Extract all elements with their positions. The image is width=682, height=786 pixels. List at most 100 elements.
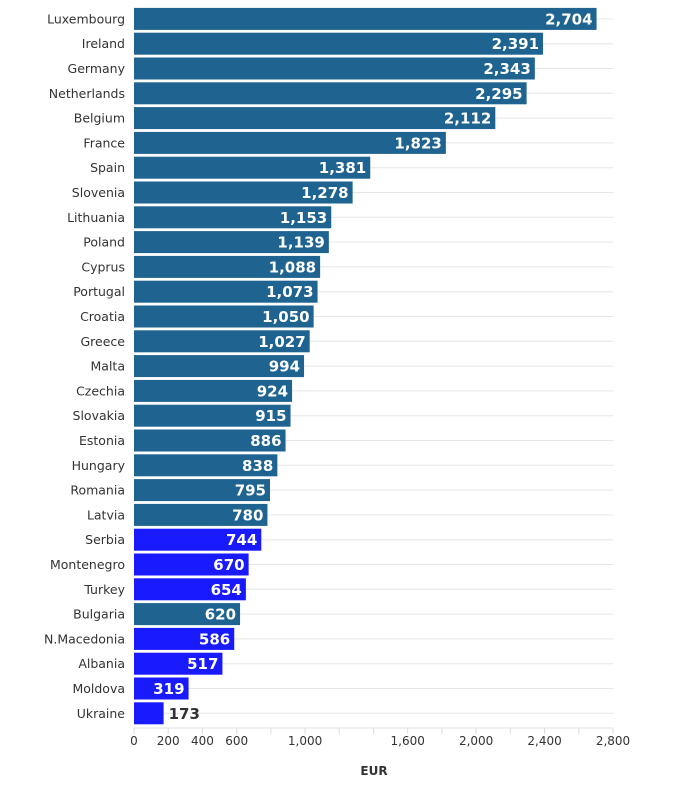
category-label: Serbia <box>85 532 125 547</box>
bar-luxembourg <box>134 7 597 30</box>
bars <box>134 7 597 725</box>
bar-slovenia <box>134 181 353 204</box>
category-label: Turkey <box>83 582 125 597</box>
category-label: N.Macedonia <box>44 631 125 646</box>
bar-turkey <box>134 578 246 601</box>
value-label: 173 <box>169 705 200 723</box>
x-tick-label: 2,800 <box>596 734 630 748</box>
value-label: 2,704 <box>545 10 592 28</box>
x-tick-label: 400 <box>191 734 214 748</box>
x-tick-label: 0 <box>130 734 138 748</box>
value-label: 1,278 <box>301 184 348 202</box>
x-tick-label: 1,000 <box>288 734 322 748</box>
category-label: Germany <box>68 61 126 76</box>
value-label: 1,073 <box>266 283 313 301</box>
bar-malta <box>134 355 305 378</box>
value-label: 1,823 <box>394 134 441 152</box>
value-label: 886 <box>250 432 281 450</box>
value-label: 838 <box>242 457 273 475</box>
bar-romania <box>134 479 271 502</box>
category-labels: Luxembourg Ireland Germany Netherlands Belgi… <box>44 11 126 720</box>
category-label: Estonia <box>79 433 125 448</box>
bar-slovakia <box>134 404 291 427</box>
category-label: Malta <box>91 359 125 374</box>
value-label: 586 <box>199 630 230 648</box>
category-label: Cyprus <box>81 259 125 274</box>
bar-france <box>134 131 446 154</box>
bar-czechia <box>134 379 293 402</box>
bar-belgium <box>134 107 496 130</box>
x-tick-label: 600 <box>225 734 248 748</box>
category-label: Montenegro <box>50 557 125 572</box>
bar-albania <box>134 652 223 675</box>
category-label: Portugal <box>73 284 125 299</box>
category-label: Belgium <box>74 111 125 126</box>
bar-estonia <box>134 429 286 452</box>
x-tick-label: 2,000 <box>459 734 493 748</box>
category-label: Latvia <box>87 507 125 522</box>
category-label: Ukraine <box>77 706 126 721</box>
bar-greece <box>134 330 310 353</box>
value-label: 2,295 <box>475 85 522 103</box>
bar-croatia <box>134 305 314 328</box>
bar-poland <box>134 231 329 254</box>
bar-n-macedonia <box>134 627 235 650</box>
value-label: 670 <box>213 556 244 574</box>
category-label: Greece <box>81 334 126 349</box>
value-label: 517 <box>187 655 218 673</box>
category-label: Netherlands <box>49 86 125 101</box>
category-label: Moldova <box>72 681 125 696</box>
value-label: 1,027 <box>258 333 305 351</box>
value-label: 2,343 <box>483 60 530 78</box>
bar-moldova <box>134 677 189 700</box>
x-tick-label: 2,400 <box>527 734 561 748</box>
value-label: 780 <box>232 506 263 524</box>
value-label: 654 <box>211 581 242 599</box>
value-label: 1,088 <box>269 258 316 276</box>
category-label: Czechia <box>76 383 125 398</box>
bar-latvia <box>134 503 268 526</box>
category-label: Albania <box>78 656 125 671</box>
bar-ireland <box>134 32 544 55</box>
value-label: 1,050 <box>262 308 309 326</box>
category-label: Poland <box>83 235 125 250</box>
value-label: 1,381 <box>319 159 366 177</box>
x-axis-title: EUR <box>360 764 387 778</box>
value-label: 1,153 <box>280 209 327 227</box>
category-label: Romania <box>70 483 125 498</box>
category-label: Croatia <box>80 309 125 324</box>
bar-hungary <box>134 454 278 477</box>
category-label: Luxembourg <box>47 11 125 26</box>
value-label: 620 <box>205 606 236 624</box>
x-tick-label: 1,600 <box>391 734 425 748</box>
bar-netherlands <box>134 82 527 105</box>
value-label: 924 <box>257 382 288 400</box>
category-label: Lithuania <box>67 210 125 225</box>
value-label: 319 <box>153 680 184 698</box>
category-label: Hungary <box>72 458 126 473</box>
bar-spain <box>134 156 371 179</box>
value-label: 915 <box>255 407 286 425</box>
category-label: France <box>83 135 125 150</box>
x-tick-label: 200 <box>157 734 180 748</box>
value-label: 795 <box>235 482 266 500</box>
category-label: Slovenia <box>72 185 125 200</box>
bar-cyprus <box>134 255 321 278</box>
category-label: Slovakia <box>73 408 125 423</box>
value-label: 1,139 <box>277 234 324 252</box>
bar-portugal <box>134 280 318 303</box>
category-label: Bulgaria <box>73 607 125 622</box>
value-label: 2,112 <box>444 110 491 128</box>
bar-bulgaria <box>134 603 241 626</box>
bar-serbia <box>134 528 262 551</box>
x-axis: 0 200 400 600 1,000 1,600 2,000 2,400 2,800 <box>130 727 630 748</box>
value-label: 744 <box>226 531 257 549</box>
bar-lithuania <box>134 206 332 229</box>
bar-germany <box>134 57 535 80</box>
bar-montenegro <box>134 553 249 576</box>
category-label: Spain <box>90 160 125 175</box>
bar-ukraine <box>134 702 164 725</box>
value-label: 2,391 <box>492 35 539 53</box>
